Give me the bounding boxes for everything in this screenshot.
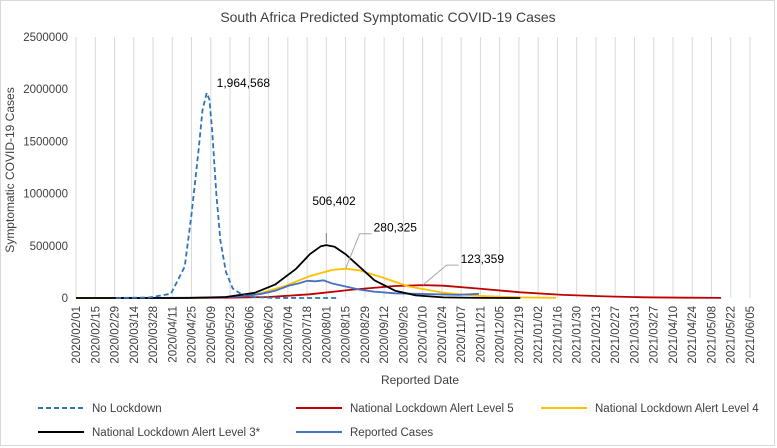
legend-label: National Lockdown Alert Level 3* bbox=[92, 427, 261, 439]
data-label: 506,402 bbox=[312, 194, 356, 208]
x-tick-label: 2020/11/21 bbox=[475, 306, 487, 363]
data-label: 1,964,568 bbox=[217, 76, 271, 90]
x-tick-label: 2020/04/11 bbox=[167, 306, 179, 363]
x-tick-label: 2020/07/18 bbox=[302, 306, 314, 364]
x-tick-label: 2021/02/13 bbox=[591, 306, 603, 364]
x-tick-label: 2020/06/20 bbox=[264, 306, 276, 364]
y-tick-label: 1500000 bbox=[23, 136, 68, 148]
y-tick-label: 2500000 bbox=[23, 32, 68, 44]
y-axis-label: Symptomatic COVID-19 Cases bbox=[3, 87, 17, 252]
legend-label: No Lockdown bbox=[92, 403, 162, 415]
x-tick-label: 2020/03/14 bbox=[129, 305, 141, 363]
x-tick-label: 2020/10/10 bbox=[418, 306, 430, 364]
x-tick-label: 2020/05/23 bbox=[225, 306, 237, 364]
x-tick-label: 2020/08/01 bbox=[321, 306, 333, 364]
x-tick-label: 2020/02/15 bbox=[90, 306, 102, 364]
series-line-national-lockdown-alert-level-5 bbox=[76, 284, 722, 299]
x-tick-label: 2021/01/30 bbox=[572, 306, 584, 364]
x-tick-label: 2021/06/05 bbox=[745, 306, 757, 364]
x-tick-label: 2020/09/26 bbox=[398, 306, 410, 364]
x-tick-label: 2021/05/22 bbox=[726, 306, 738, 364]
x-tick-label: 2020/08/29 bbox=[360, 306, 372, 364]
x-tick-label: 2020/11/07 bbox=[456, 306, 468, 363]
annotation-leader bbox=[345, 233, 372, 269]
x-tick-label: 2021/03/27 bbox=[649, 306, 661, 364]
data-label: 123,359 bbox=[461, 252, 505, 266]
series-line-national-lockdown-alert-level-3- bbox=[76, 244, 521, 299]
legend-label: Reported Cases bbox=[350, 427, 433, 439]
x-axis-label: Reported Date bbox=[381, 373, 459, 387]
y-tick-label: 0 bbox=[62, 293, 68, 305]
x-tick-label: 2020/04/25 bbox=[187, 306, 199, 364]
x-tick-label: 2021/04/24 bbox=[687, 305, 699, 363]
x-tick-label: 2020/12/19 bbox=[514, 306, 526, 364]
x-tick-label: 2020/02/01 bbox=[71, 306, 83, 364]
x-tick-label: 2020/07/04 bbox=[283, 305, 295, 363]
chart-title: South Africa Predicted Symptomatic COVID… bbox=[220, 9, 555, 25]
x-tick-label: 2021/03/13 bbox=[629, 306, 641, 364]
x-tick-label: 2020/02/29 bbox=[110, 306, 122, 364]
series-line-no-lockdown bbox=[115, 92, 339, 299]
y-tick-label: 2000000 bbox=[23, 84, 68, 96]
x-tick-label: 2020/12/05 bbox=[495, 306, 507, 364]
x-tick-label: 2020/10/24 bbox=[437, 305, 449, 363]
y-tick-label: 500000 bbox=[30, 241, 68, 253]
x-tick-label: 2021/04/10 bbox=[668, 306, 680, 364]
x-tick-label: 2020/08/15 bbox=[341, 306, 353, 364]
data-label: 280,325 bbox=[374, 221, 418, 235]
legend-label: National Lockdown Alert Level 4 bbox=[595, 403, 759, 415]
x-tick-label: 2020/05/09 bbox=[206, 306, 218, 364]
y-tick-label: 1000000 bbox=[23, 189, 68, 201]
x-tick-label: 2020/06/06 bbox=[244, 306, 256, 364]
x-tick-label: 2020/03/28 bbox=[148, 306, 160, 364]
x-tick-label: 2021/01/16 bbox=[552, 306, 564, 364]
x-tick-label: 2021/05/08 bbox=[706, 306, 718, 364]
x-tick-label: 2020/09/12 bbox=[379, 306, 391, 364]
annotation-leader bbox=[422, 264, 459, 286]
x-tick-label: 2021/01/02 bbox=[533, 306, 545, 364]
legend-label: National Lockdown Alert Level 5 bbox=[350, 403, 514, 415]
x-tick-label: 2021/02/27 bbox=[610, 306, 622, 364]
